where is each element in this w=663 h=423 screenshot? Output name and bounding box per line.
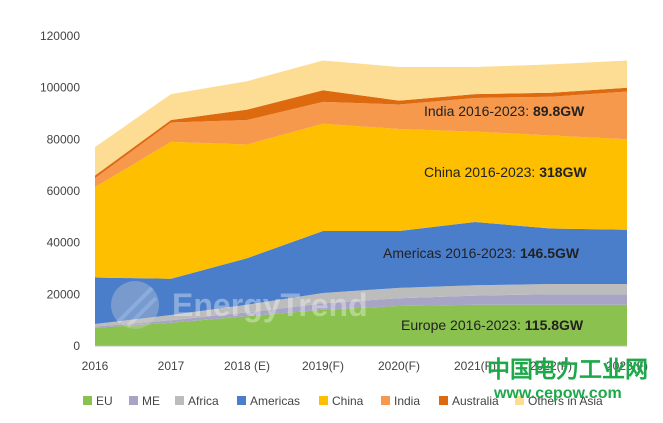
legend-swatch-americas <box>237 396 246 405</box>
annotation-prefix: China 2016-2023: <box>424 164 539 180</box>
legend-swatch-china <box>319 396 328 405</box>
area-eu <box>95 304 627 346</box>
cepow-watermark-cn: 中国电力工业网 <box>487 356 648 382</box>
x-tick-label: 2016 <box>82 359 109 373</box>
annotation-value: 115.8GW <box>525 317 584 333</box>
legend-swatch-others-in-asia <box>515 396 524 405</box>
energytrend-watermark: EnergyTrend <box>172 287 368 323</box>
legend-swatch-eu <box>83 396 92 405</box>
watermarks: EnergyTrend 中国电力工业网 www.cepow.com <box>111 281 648 402</box>
legend-swatch-australia <box>439 396 448 405</box>
legend-swatch-africa <box>175 396 184 405</box>
x-tick-label: 2022(F) <box>530 359 572 373</box>
area-china <box>95 123 627 279</box>
legend-swatch-me <box>129 396 138 405</box>
legend-label-eu: EU <box>96 394 113 408</box>
x-tick-label: 2018 (E) <box>224 359 270 373</box>
legend-label-china: China <box>332 394 364 408</box>
area-layers <box>95 60 627 346</box>
y-axis: 0 20000 40000 60000 80000 100000 120000 <box>40 29 80 353</box>
x-tick-label: 2019(F) <box>302 359 344 373</box>
legend-swatch-india <box>381 396 390 405</box>
annotation-value: 89.8GW <box>533 103 585 119</box>
legend-label-india: India <box>394 394 420 408</box>
annotation-value: 318GW <box>539 164 587 180</box>
y-tick-label: 60000 <box>47 184 81 198</box>
area-africa <box>95 284 627 327</box>
y-tick-label: 40000 <box>47 236 81 250</box>
annotation-label: Europe 2016-2023: 115.8GW <box>401 317 584 333</box>
area-india <box>95 91 627 188</box>
y-tick-label: 0 <box>73 339 80 353</box>
x-tick-label: 2021(F) <box>454 359 496 373</box>
cepow-watermark-url: www.cepow.com <box>493 385 622 402</box>
area-americas <box>95 222 627 324</box>
y-tick-label: 20000 <box>47 287 81 301</box>
annotations: India 2016-2023: 89.8GW China 2016-2023: … <box>383 103 587 333</box>
legend-label-me: ME <box>142 394 160 408</box>
y-tick-label: 120000 <box>40 29 80 43</box>
annotation-prefix: India 2016-2023: <box>424 103 533 119</box>
y-tick-label: 100000 <box>40 81 80 95</box>
annotation-prefix: Europe 2016-2023: <box>401 317 525 333</box>
x-tick-label: 2023(F) <box>606 359 648 373</box>
annotation-prefix: Americas 2016-2023: <box>383 245 520 261</box>
x-tick-label: 2020(F) <box>378 359 420 373</box>
annotation-value: 146.5GW <box>520 245 580 261</box>
legend-label-americas: Americas <box>250 394 300 408</box>
legend-label-australia: Australia <box>452 394 499 408</box>
y-tick-label: 80000 <box>47 132 81 146</box>
area-others-in-asia <box>95 60 627 176</box>
x-axis: 2016 2017 2018 (E) 2019(F) 2020(F) 2021(F) 202… <box>82 345 648 373</box>
x-tick-label: 2017 <box>158 359 185 373</box>
legend: EU ME Africa Americas China India Australia Oth… <box>83 394 603 408</box>
annotation-label: China 2016-2023: 318GW <box>424 164 587 180</box>
legend-label-others-in-asia: Others in Asia <box>528 394 603 408</box>
area-me <box>95 294 627 328</box>
energytrend-logo-icon <box>111 281 159 329</box>
annotation-label: India 2016-2023: 89.8GW <box>424 103 585 119</box>
annotation-label: Americas 2016-2023: 146.5GW <box>383 245 580 261</box>
legend-label-africa: Africa <box>188 394 219 408</box>
